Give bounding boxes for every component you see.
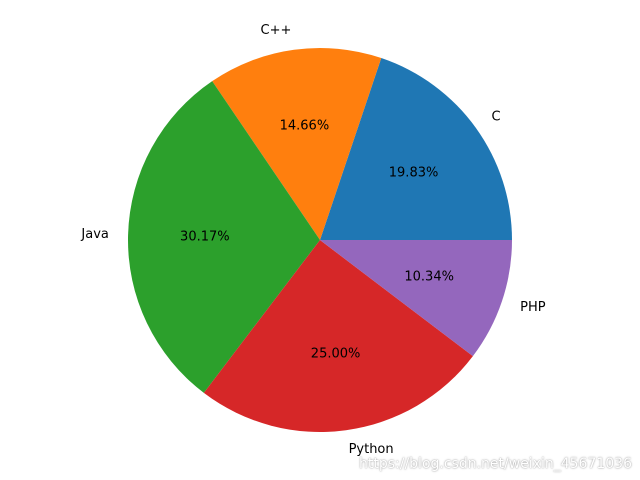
- percent-label: 10.34%: [404, 269, 454, 284]
- category-label: C: [492, 109, 501, 124]
- category-label: Java: [80, 227, 108, 242]
- percent-label: 30.17%: [180, 229, 230, 244]
- category-label: Python: [349, 442, 394, 457]
- pie-slice-java: [128, 81, 320, 393]
- category-label: PHP: [520, 300, 546, 315]
- pie-slice-c-: [212, 47, 382, 240]
- pie-slice-python: [203, 240, 473, 432]
- percent-label: 25.00%: [311, 347, 361, 362]
- pie-slice-c: [320, 58, 512, 241]
- watermark-text: https://blog.csdn.net/weixin_45671036: [358, 456, 632, 472]
- pie-slice-php: [320, 240, 512, 357]
- category-label: C++: [261, 23, 292, 38]
- percent-label: 14.66%: [280, 118, 330, 133]
- percent-labels: 19.83% 14.66% 30.17% 25.00% 10.34%: [180, 118, 454, 361]
- pie-slices: [128, 47, 512, 432]
- percent-label: 19.83%: [389, 165, 439, 180]
- category-labels: C C++ Java Python PHP: [80, 23, 545, 457]
